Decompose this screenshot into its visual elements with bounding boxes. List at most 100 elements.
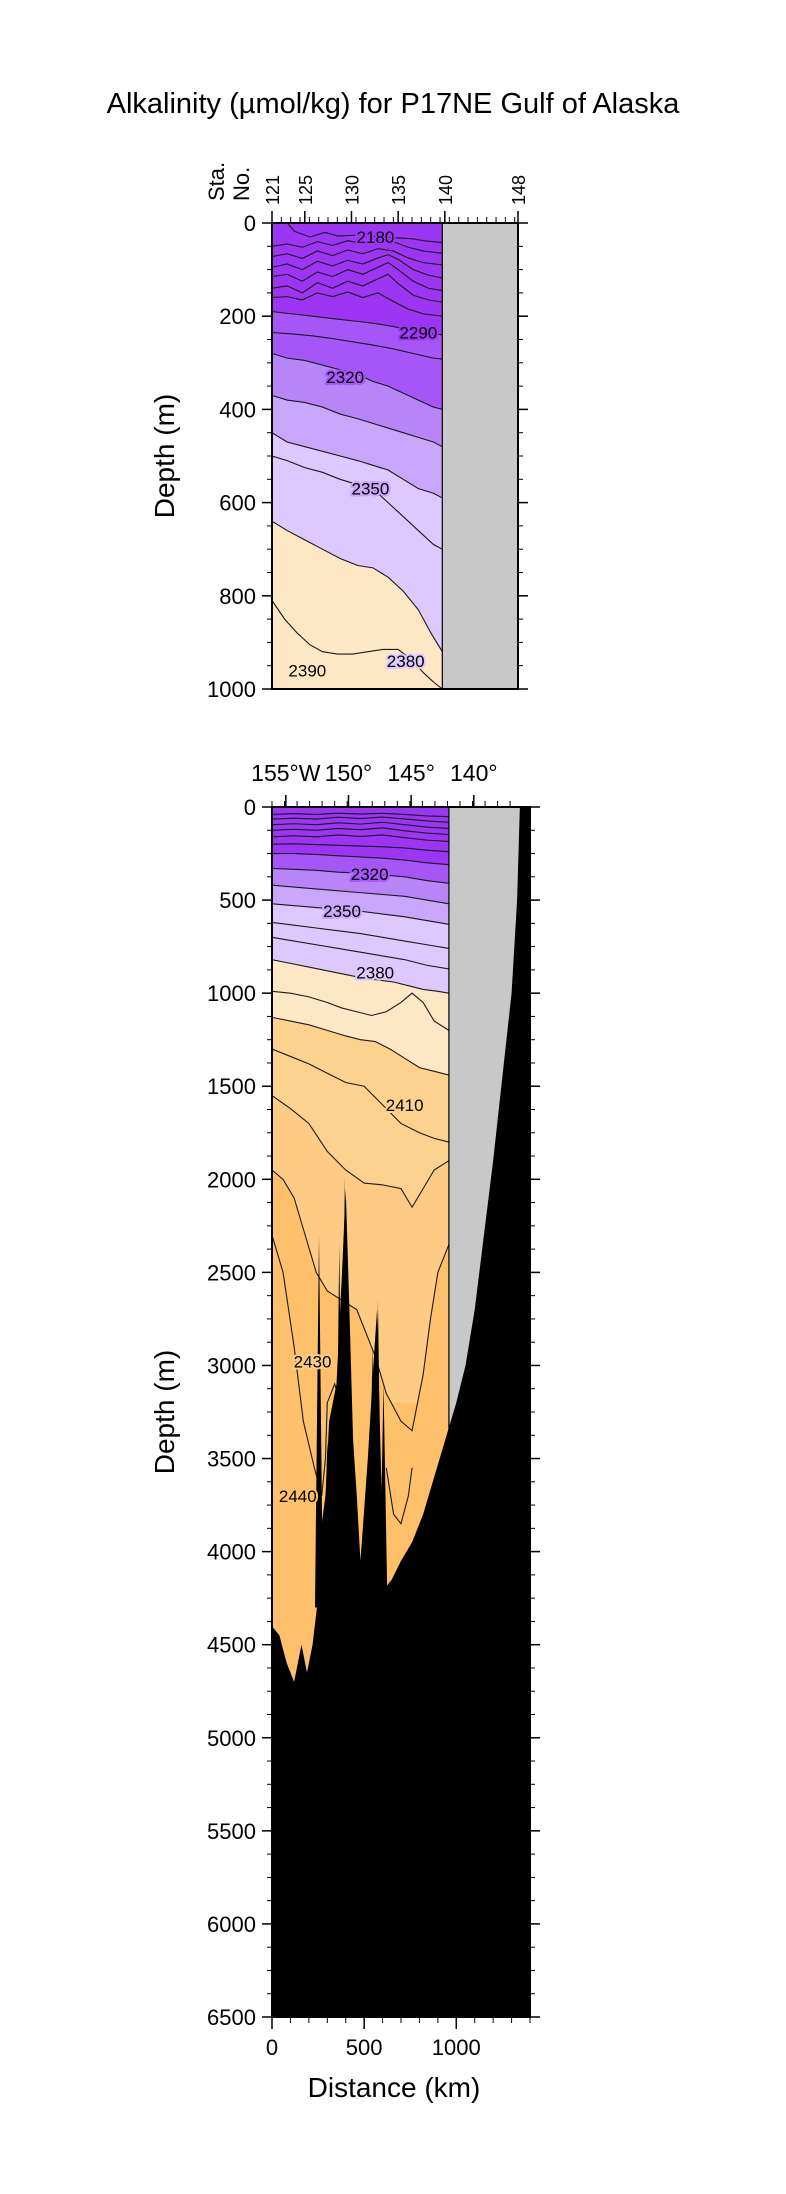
lower-seamount-0 — [314, 1235, 323, 1608]
lower-ytick-label-500: 500 — [219, 888, 256, 913]
upper-contour-label-2350: 2350 — [351, 480, 389, 499]
lower-seamount-2 — [335, 1244, 344, 1608]
lower-contour-2360-9 — [272, 921, 450, 950]
lower-contour-2370-8 — [272, 936, 450, 970]
station-label-121: 121 — [263, 175, 283, 205]
chart-title: Alkalinity (µmol/kg) for P17NE Gulf of A… — [106, 88, 680, 120]
lower-contour-label-2430: 2430 — [294, 1353, 332, 1372]
lower-contour-2350-10 — [272, 903, 450, 925]
lower-contour-2190-19 — [272, 812, 449, 818]
lower-ytick-label-3000: 3000 — [207, 1353, 256, 1378]
xtick-label-0: 0 — [266, 2035, 278, 2060]
upper-ytick-label-200: 200 — [219, 304, 256, 329]
lower-ytick-label-6500: 6500 — [207, 2005, 256, 2030]
upper-contour-2305-6 — [272, 331, 443, 360]
station-label-148: 148 — [509, 175, 529, 205]
upper-contour-2200-12 — [272, 248, 443, 266]
upper-plot-area — [272, 223, 518, 689]
lower-seamount-6 — [379, 1384, 388, 1608]
lower-seamount-1 — [323, 1439, 332, 1608]
station-axis-label-line2: No. — [229, 167, 254, 201]
lower-seafloor — [272, 807, 530, 2017]
station-axis-label-line1: Sta. — [204, 162, 229, 201]
lower-contour-2240-16 — [272, 827, 449, 836]
station-label-140: 140 — [436, 175, 456, 205]
lower-contour-2320-12 — [272, 867, 449, 884]
lower-contour-label-2350: 2350 — [323, 902, 361, 921]
lower-ytick-label-3500: 3500 — [207, 1447, 256, 1472]
lower-contour-2410-4 — [272, 1048, 450, 1143]
upper-contour-2230-10 — [272, 261, 443, 292]
xtick-label-500: 500 — [346, 2035, 383, 2060]
longitude-label-2: 145° — [387, 760, 435, 786]
watermark-line-2: HYDROGRAPHIC — [390, 1961, 498, 1976]
lower-contour-label-2320: 2320 — [351, 865, 389, 884]
longitude-label-0: 155°W — [251, 760, 321, 786]
station-label-130: 130 — [342, 175, 362, 205]
upper-contour-2190-13 — [272, 239, 443, 254]
upper-ytick-label-400: 400 — [219, 397, 256, 422]
lower-contour-2300-13 — [272, 852, 449, 866]
upper-ytick-label-800: 800 — [219, 584, 256, 609]
lower-ytick-label-5500: 5500 — [207, 1819, 256, 1844]
upper-contour-2210-11 — [272, 254, 443, 279]
xlabel: Distance (km) — [308, 2072, 481, 2103]
upper-contour-2370-2 — [272, 455, 443, 550]
longitude-label-3: 140° — [450, 760, 498, 786]
upper-contour-label-2390: 2390 — [288, 661, 326, 680]
lower-plot-area — [272, 807, 530, 2017]
lower-contour-2335-11 — [272, 884, 450, 905]
upper-ytick-label-600: 600 — [219, 491, 256, 516]
upper-ylabel: Depth (m) — [149, 394, 180, 518]
upper-contour-2335-4 — [272, 394, 443, 448]
lower-contour-2200-18 — [272, 816, 449, 823]
upper-contour-2250-9 — [272, 273, 443, 303]
lower-ylabel: Depth (m) — [149, 1350, 180, 1474]
lower-seamount-5 — [373, 1300, 382, 1608]
lower-ytick-label-1500: 1500 — [207, 1074, 256, 1099]
upper-contour-label-2180: 2180 — [357, 228, 395, 247]
upper-contour-label-2290: 2290 — [399, 324, 437, 343]
lower-contour-2430-2 — [272, 1169, 450, 1432]
lower-contour-2400-5 — [272, 1016, 450, 1076]
lower-contour-2260-15 — [272, 834, 449, 842]
upper-contour-2180-14 — [286, 223, 443, 244]
upper-contour-label-2320: 2320 — [326, 368, 364, 387]
upper-contour-2290-7 — [272, 310, 443, 336]
lower-ytick-label-1000: 1000 — [207, 981, 256, 1006]
lower-ytick-label-0: 0 — [244, 795, 256, 820]
station-label-135: 135 — [389, 175, 409, 205]
lower-contour-label-2410: 2410 — [386, 1096, 424, 1115]
lower-ytick-label-2500: 2500 — [207, 1260, 256, 1285]
longitude-label-1: 150° — [325, 760, 373, 786]
upper-band-2390-14 — [272, 600, 443, 689]
upper-contour-2320-5 — [272, 352, 443, 410]
lower-contour-2420-3 — [272, 1095, 450, 1209]
upper-ytick-label-1000: 1000 — [207, 677, 256, 702]
upper-contour-2270-8 — [272, 291, 443, 317]
watermark-line-3: ATLAS — [422, 1985, 465, 2000]
lower-contour-2390-6 — [272, 990, 450, 1031]
upper-contour-2350-3 — [272, 432, 443, 499]
lower-ytick-label-4000: 4000 — [207, 1540, 256, 1565]
lower-contour-2280-14 — [272, 843, 449, 853]
upper-contour-2380-1 — [272, 520, 443, 653]
lower-seamount-3 — [340, 1177, 349, 1608]
lower-ytick-label-2000: 2000 — [207, 1167, 256, 1192]
xtick-label-1000: 1000 — [432, 2035, 481, 2060]
lower-contour-2220-17 — [272, 821, 449, 829]
lower-contour-2435-1 — [385, 1467, 413, 1525]
lower-contour-label-2440: 2440 — [279, 1487, 317, 1506]
lower-seamount-4 — [368, 1346, 377, 1608]
upper-contour-label-2380: 2380 — [387, 652, 425, 671]
upper-contour-2390-0 — [272, 600, 443, 689]
station-label-125: 125 — [296, 175, 316, 205]
watermark-line-1: WOCE — [423, 1937, 464, 1952]
lower-ytick-label-6000: 6000 — [207, 1912, 256, 1937]
upper-ytick-label-0: 0 — [244, 211, 256, 236]
lower-ytick-label-4500: 4500 — [207, 1633, 256, 1658]
lower-contour-2380-7 — [272, 959, 450, 994]
lower-ytick-label-5000: 5000 — [207, 1726, 256, 1751]
lower-contour-label-2380: 2380 — [356, 964, 394, 983]
